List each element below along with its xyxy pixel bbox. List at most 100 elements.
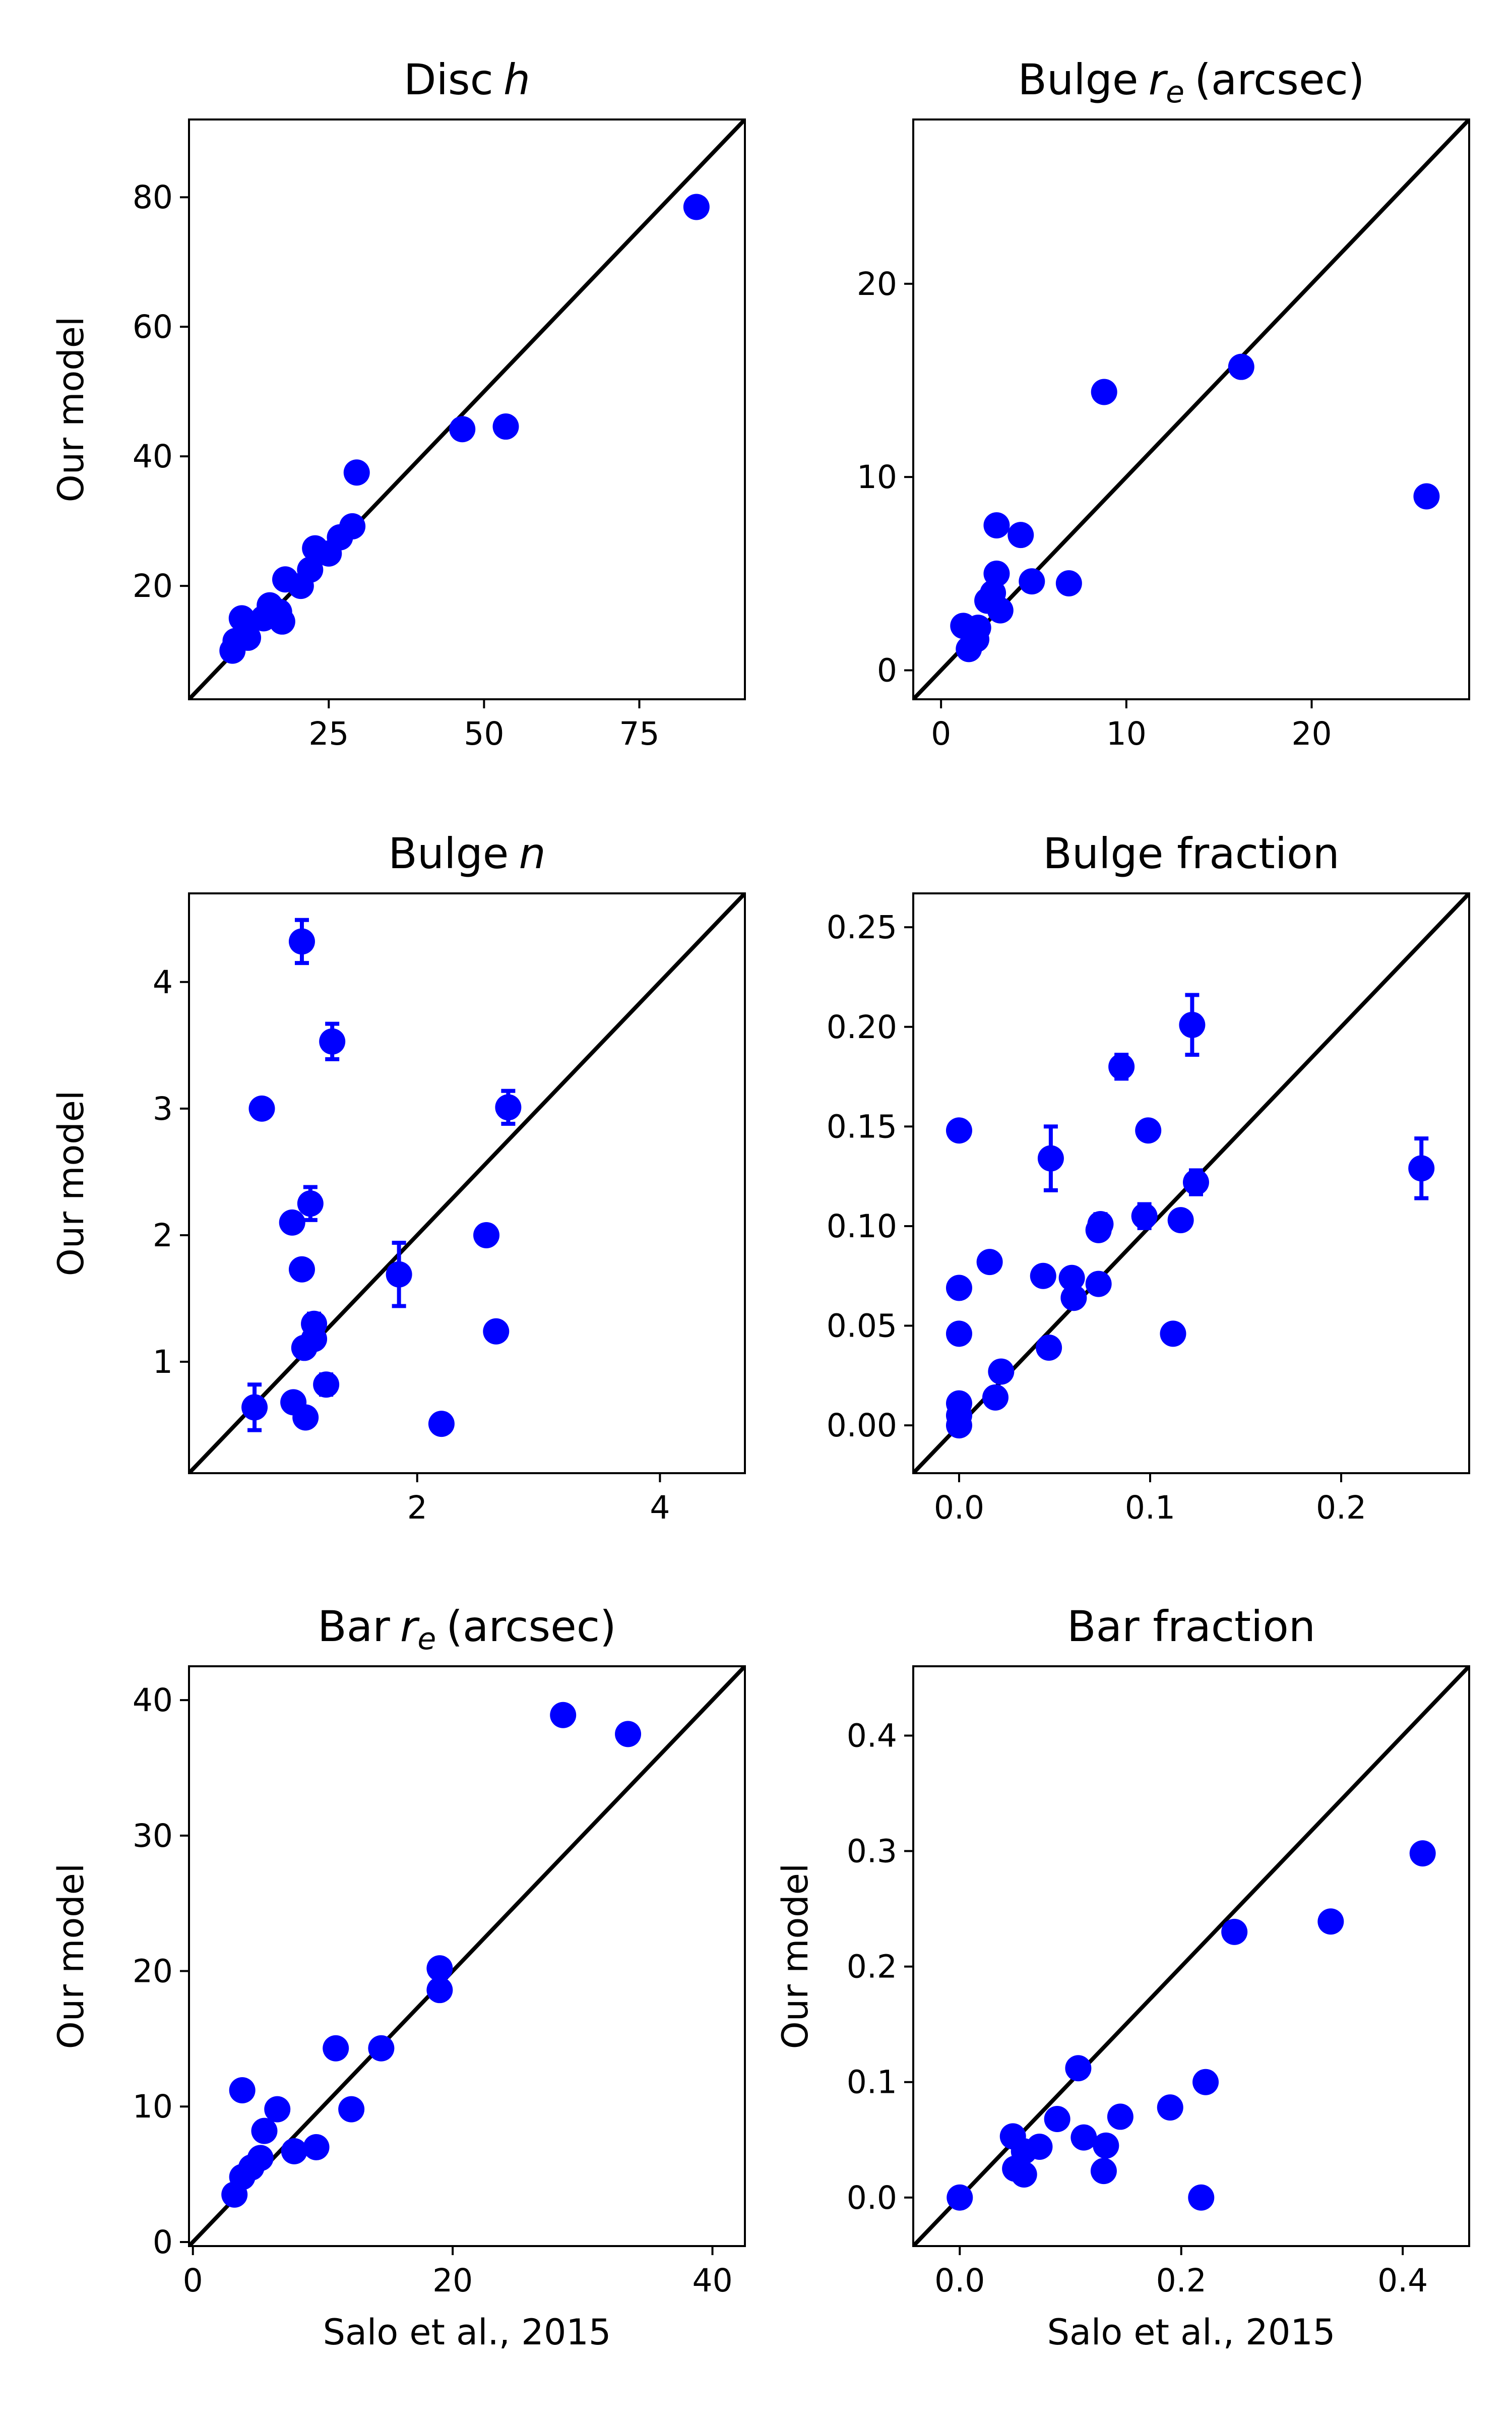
data-point bbox=[473, 1222, 500, 1248]
panel-title: Bulge re (arcsec) bbox=[1018, 55, 1364, 110]
data-point bbox=[297, 1190, 324, 1217]
data-point bbox=[1413, 483, 1440, 510]
data-point bbox=[291, 1335, 318, 1361]
data-point bbox=[428, 1411, 455, 1437]
panel-2: 0 10 20 0 10 20 Bulge re (arcsec) bbox=[857, 55, 1470, 752]
x-tick-label: 0.0 bbox=[934, 1489, 984, 1526]
data-point bbox=[1019, 568, 1045, 595]
plot-frame bbox=[188, 892, 746, 1474]
data-point bbox=[947, 2184, 973, 2211]
data-point bbox=[343, 459, 370, 486]
data-point bbox=[1179, 1011, 1206, 1038]
y-tick-label: 0.05 bbox=[827, 1308, 897, 1345]
x-tick-label: 4 bbox=[650, 1489, 670, 1526]
data-point bbox=[1107, 2103, 1133, 2130]
y-tick-label: 0.2 bbox=[847, 1949, 897, 1985]
data-point bbox=[288, 1256, 315, 1283]
y-tick-label: 0.3 bbox=[847, 1833, 897, 1870]
panel-title: Bar fraction bbox=[1067, 1602, 1315, 1651]
y-axis-label: Our model bbox=[50, 1091, 92, 1276]
y-tick-label: 0.15 bbox=[827, 1108, 897, 1145]
data-point bbox=[368, 2035, 395, 2062]
data-point bbox=[615, 1721, 642, 1747]
data-point bbox=[1157, 2094, 1183, 2121]
data-point bbox=[269, 608, 295, 635]
panel-5: 0 20 40 0 10 20 30 40 Bar re (arcsec) Our model Salo… bbox=[50, 1602, 746, 2353]
data-point bbox=[483, 1318, 510, 1345]
data-point bbox=[281, 2138, 307, 2164]
panel-title: Disc h bbox=[404, 55, 530, 104]
panel-1: 25 50 75 20 40 60 80 Disc h Our model bbox=[50, 55, 746, 752]
y-tick-label: 20 bbox=[133, 1953, 173, 1990]
data-point bbox=[956, 636, 982, 662]
data-point bbox=[946, 1275, 972, 1301]
plot-frame bbox=[912, 1665, 1470, 2247]
panel-title: Bar re (arcsec) bbox=[318, 1602, 616, 1657]
y-axis-label: Our model bbox=[775, 1863, 816, 2049]
data-point bbox=[492, 413, 519, 440]
x-tick-label: 40 bbox=[692, 2262, 732, 2299]
panel-3: 2 4 1 2 3 4 Bulge n Our model bbox=[50, 829, 746, 1526]
y-tick-label: 40 bbox=[133, 438, 173, 475]
data-point bbox=[248, 1095, 275, 1122]
y-tick-label: 0.00 bbox=[827, 1407, 897, 1444]
x-axis-label: Salo et al., 2015 bbox=[1047, 2312, 1336, 2353]
x-tick-label: 10 bbox=[1106, 715, 1147, 752]
data-point bbox=[1055, 570, 1082, 596]
data-point bbox=[319, 1028, 346, 1055]
x-tick-label: 0.0 bbox=[934, 2262, 985, 2299]
identity-line bbox=[189, 893, 745, 1473]
data-point bbox=[1044, 2106, 1070, 2133]
data-point bbox=[386, 1261, 412, 1288]
y-tick-label: 2 bbox=[153, 1217, 173, 1254]
panel-title: Bulge fraction bbox=[1043, 829, 1340, 878]
data-point bbox=[1070, 2124, 1097, 2151]
x-tick-label: 50 bbox=[464, 715, 504, 752]
x-axis-label: Salo et al., 2015 bbox=[323, 2312, 611, 2353]
y-tick-label: 20 bbox=[857, 266, 897, 302]
y-tick-label: 0.25 bbox=[827, 909, 897, 946]
y-tick-label: 60 bbox=[133, 309, 173, 345]
x-tick-label: 20 bbox=[1291, 715, 1332, 752]
data-point bbox=[946, 1117, 972, 1144]
data-point bbox=[1091, 379, 1117, 405]
data-point bbox=[1093, 2132, 1119, 2159]
x-tick-label: 20 bbox=[432, 2262, 473, 2299]
data-point bbox=[1131, 1203, 1158, 1230]
data-point bbox=[316, 540, 342, 567]
data-point bbox=[1135, 1117, 1162, 1144]
y-tick-label: 80 bbox=[133, 179, 173, 216]
data-point bbox=[1065, 2055, 1092, 2082]
data-point bbox=[264, 2096, 291, 2123]
y-tick-label: 0 bbox=[877, 652, 897, 689]
y-tick-label: 40 bbox=[133, 1682, 173, 1719]
y-tick-label: 4 bbox=[153, 964, 173, 1001]
y-tick-label: 0.1 bbox=[847, 2064, 897, 2101]
x-tick-label: 25 bbox=[308, 715, 349, 752]
data-point bbox=[221, 2181, 248, 2208]
x-tick-label: 75 bbox=[619, 715, 659, 752]
data-point bbox=[988, 1358, 1015, 1385]
plot-frame bbox=[912, 892, 1470, 1474]
y-tick-label: 1 bbox=[153, 1344, 173, 1380]
data-point bbox=[976, 1249, 1003, 1276]
data-point bbox=[426, 1955, 453, 1982]
data-point bbox=[987, 597, 1014, 624]
plot-frame bbox=[912, 118, 1470, 700]
data-point bbox=[1221, 1918, 1248, 1945]
y-tick-label: 10 bbox=[857, 459, 897, 496]
y-tick-label: 20 bbox=[133, 568, 173, 604]
data-point bbox=[1060, 1285, 1087, 1311]
data-point bbox=[1037, 1145, 1064, 1172]
y-axis-label: Our model bbox=[50, 317, 92, 502]
data-point bbox=[1167, 1207, 1194, 1234]
data-point bbox=[1160, 1320, 1186, 1347]
data-point bbox=[1228, 353, 1254, 380]
data-point bbox=[982, 1384, 1009, 1411]
data-point bbox=[1408, 1155, 1435, 1182]
data-point bbox=[303, 2134, 330, 2160]
data-point bbox=[219, 637, 246, 664]
data-point bbox=[323, 2035, 349, 2062]
